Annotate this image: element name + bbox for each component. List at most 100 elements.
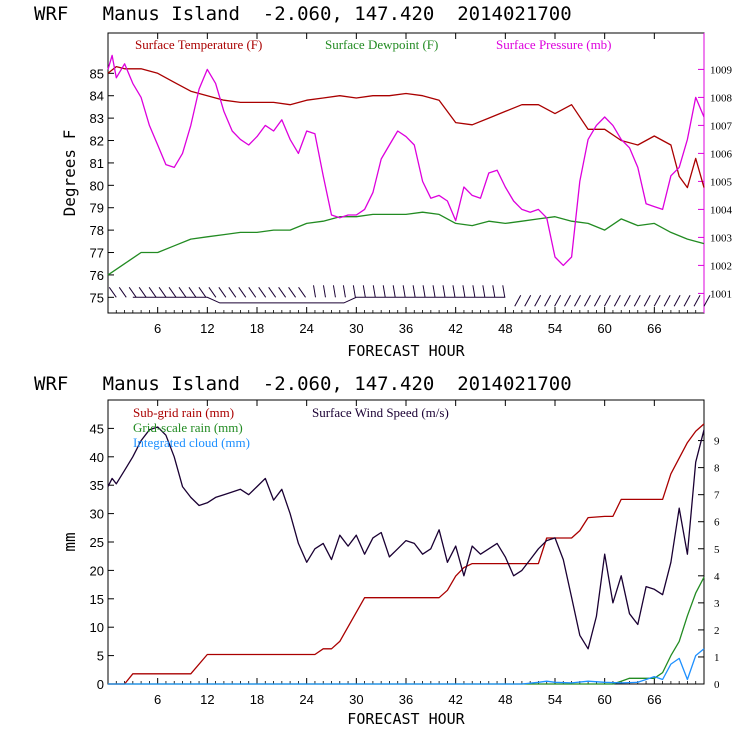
wind-barb [703, 295, 711, 307]
top-x-tick-label: 54 [548, 321, 562, 336]
wind-barb [502, 285, 506, 298]
wind-barb [693, 295, 701, 307]
legend-subgrid-rain: Sub-grid rain (mm) [133, 405, 234, 420]
top-y2-tick-label: 1008 [710, 92, 733, 104]
bottom-y-tick-label: 15 [90, 592, 104, 607]
wind-barb [653, 295, 661, 307]
integrated-cloud-line [108, 648, 705, 685]
top-y-tick-label: 85 [90, 66, 104, 81]
top-y2-tick-label: 1004 [710, 204, 733, 216]
wind-barb [462, 285, 466, 298]
wind-barb [673, 295, 681, 307]
wind-barb [168, 287, 177, 298]
top-x-tick-label: 30 [349, 321, 363, 336]
top-plot-frame [107, 32, 705, 314]
wind-barb [492, 285, 496, 298]
rain-panel: WRF Manus Island -2.060, 147.420 2014021… [34, 373, 720, 728]
top-x-tick-label: 24 [299, 321, 313, 336]
wind-barb [218, 287, 227, 298]
top-y-tick-label: 83 [90, 111, 104, 126]
bottom-y-tick-label: 10 [90, 620, 104, 635]
wind-barb [412, 285, 416, 298]
wind-barb [258, 287, 267, 298]
bottom-y-tick-label: 30 [90, 507, 104, 522]
bottom-y2-tick-label: 4 [714, 571, 720, 583]
bottom-y2-tick-label: 1 [714, 652, 720, 664]
legend-surface-dewpoint: Surface Dewpoint (F) [325, 37, 438, 52]
top-y-tick-label: 77 [90, 246, 104, 261]
wind-barb [524, 295, 532, 307]
wind-barb [472, 285, 476, 298]
wind-barb [514, 295, 522, 307]
surface-wind-speed-line [107, 426, 705, 650]
bottom-y-tick-label: 40 [90, 450, 104, 465]
top-x-tick-label: 66 [647, 321, 661, 336]
bottom-x-tick-label: 12 [200, 692, 214, 707]
top-y2-tick-label: 1007 [710, 120, 733, 132]
wind-barb [544, 295, 552, 307]
wind-barb [198, 287, 207, 298]
top-x-tick-label: 12 [200, 321, 214, 336]
top-y-tick-label: 75 [90, 290, 104, 305]
bottom-x-tick-label: 66 [647, 692, 661, 707]
bottom-x-tick-label: 42 [448, 692, 462, 707]
top-y-tick-label: 81 [90, 156, 104, 171]
bottom-x-tick-label: 54 [548, 692, 562, 707]
wind-barb [534, 295, 542, 307]
bottom-x-tick-label: 18 [250, 692, 264, 707]
top-x-tick-label: 42 [448, 321, 462, 336]
wind-barb [382, 285, 386, 298]
bottom-x-tick-label: 48 [498, 692, 512, 707]
bottom-y-tick-label: 45 [90, 421, 104, 436]
wind-barb [584, 295, 591, 307]
bottom-y-tick-label: 35 [90, 478, 104, 493]
wind-barb [332, 285, 336, 298]
wind-barb [322, 285, 326, 298]
bottom-y-tick-label: 0 [97, 677, 104, 692]
bottom-y2-tick-label: 8 [714, 463, 720, 475]
top-y2-tick-label: 1002 [710, 260, 732, 272]
top-x-tick-label: 48 [498, 321, 512, 336]
bottom-y-tick-label: 20 [90, 563, 104, 578]
top-y2-tick-label: 1009 [710, 64, 733, 76]
top-y2-tick-label: 1005 [710, 176, 733, 188]
wind-barb [613, 295, 621, 307]
wind-barb [432, 285, 436, 298]
wind-barb [158, 287, 167, 298]
wind-barb [643, 295, 651, 307]
top-y2-tick-label: 1003 [710, 232, 733, 244]
bottom-x-tick-label: 30 [349, 692, 363, 707]
wind-barb [452, 285, 456, 298]
wind-barb [372, 285, 376, 298]
wind-barb [238, 287, 247, 298]
wind-barb [422, 285, 426, 298]
wind-barb [138, 287, 147, 298]
bottom-y-tick-label: 5 [97, 649, 104, 664]
wind-barb [148, 287, 157, 298]
top-y-tick-label: 78 [90, 223, 104, 238]
wind-barb [554, 295, 562, 307]
bottom-y-axis-title: mm [60, 532, 79, 551]
wind-barb [278, 287, 287, 298]
wind-barb [352, 285, 356, 298]
top-y-axis-title: Degrees F [60, 130, 79, 217]
bottom-chart-title: WRF Manus Island -2.060, 147.420 2014021… [34, 373, 572, 395]
wind-barb-baseline [132, 296, 506, 304]
wind-barb [248, 287, 257, 298]
wind-barb [313, 285, 316, 298]
wind-barb [623, 295, 631, 307]
bottom-y2-tick-label: 0 [714, 679, 720, 691]
wind-barb [442, 285, 446, 298]
top-x-tick-label: 18 [250, 321, 264, 336]
wind-barb [593, 295, 601, 307]
wind-barb [663, 295, 671, 307]
legend-surface-temperature: Surface Temperature (F) [135, 37, 262, 52]
wind-barb [118, 287, 127, 298]
surface-dewpoint-line [107, 211, 705, 276]
wind-barb [298, 287, 306, 298]
wind-barb [228, 287, 237, 298]
surface-pressure-line [107, 54, 705, 267]
bottom-y2-tick-label: 7 [714, 490, 720, 502]
surface-temperature-line [107, 65, 705, 189]
